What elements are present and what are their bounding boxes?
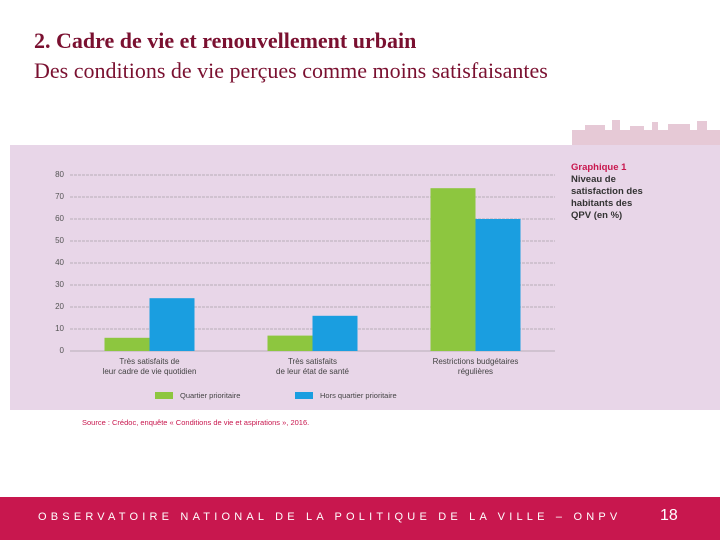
source: Source : Crédoc, enquête « Conditions de… [82, 418, 310, 427]
footer: OBSERVATOIRE NATIONAL DE LA POLITIQUE DE… [38, 511, 622, 523]
x-tick-label: Très satisfaits de leur cadre de vie quo… [102, 357, 197, 376]
page-number: 18 [660, 507, 678, 524]
skyline [572, 120, 720, 145]
bar [267, 335, 313, 351]
chart-title: Graphique 1 [571, 162, 627, 173]
y-tick-label: 0 [60, 346, 65, 355]
bar [104, 337, 150, 351]
bar [312, 315, 358, 351]
legend-label: Quartier prioritaire [180, 391, 240, 400]
legend-label: Hors quartier prioritaire [320, 391, 397, 400]
chart-caption: Graphique 1 Niveau de satisfaction des ha… [571, 162, 649, 222]
y-tick-label: 40 [55, 258, 64, 267]
bar [149, 298, 195, 351]
footer-band [0, 497, 720, 540]
x-tick-label: Restrictions budgétaires régulières [432, 357, 519, 376]
y-tick-label: 50 [55, 236, 64, 245]
y-tick-label: 60 [55, 214, 64, 223]
y-tick-label: 10 [55, 324, 64, 333]
y-tick-label: 20 [55, 302, 64, 311]
bar [475, 219, 521, 351]
x-tick-label: Très satisfaits de leur état de santé [276, 357, 349, 376]
chart-subtitle: Niveau de satisfaction des habitants des… [571, 174, 643, 221]
y-tick-label: 80 [55, 170, 64, 179]
y-tick-label: 30 [55, 280, 64, 289]
chart-panel [10, 145, 720, 410]
slide-subtitle: Des conditions de vie perçues comme moin… [34, 58, 548, 83]
bar [430, 188, 476, 351]
slide-title: 2. Cadre de vie et renouvellement urbain [34, 28, 417, 53]
y-tick-label: 70 [55, 192, 64, 201]
legend-swatch [295, 392, 313, 399]
legend-swatch [155, 392, 173, 399]
